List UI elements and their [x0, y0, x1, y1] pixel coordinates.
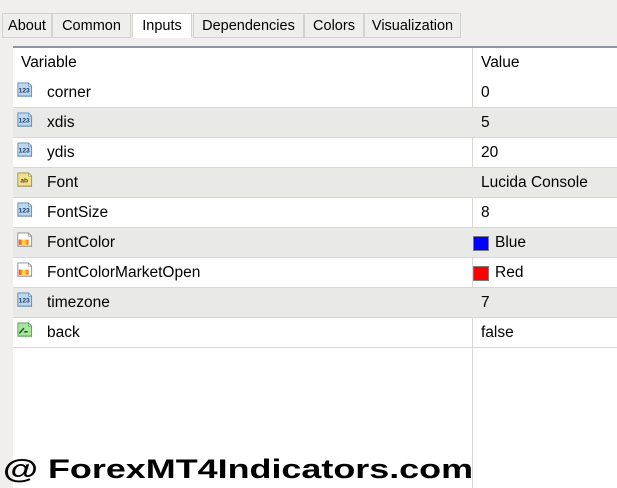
svg-text:123: 123 — [19, 88, 30, 95]
svg-text:123: 123 — [19, 118, 30, 125]
svg-text:ab: ab — [20, 178, 28, 185]
svg-text:123: 123 — [19, 298, 30, 305]
svg-text:123: 123 — [19, 208, 30, 215]
svg-text:123: 123 — [19, 148, 30, 155]
